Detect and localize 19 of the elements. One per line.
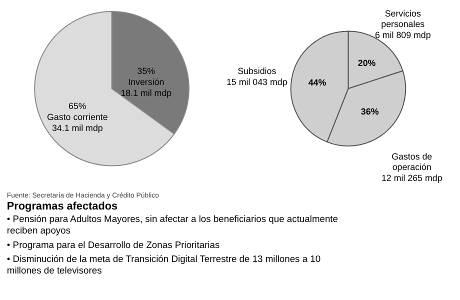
slice-label: Gastos de operación — [392, 151, 432, 172]
data-label: 35% — [137, 66, 156, 76]
slice-label: Inversión — [128, 76, 164, 87]
text: 18.1 mil mdp — [120, 88, 172, 98]
data-label: 44% — [308, 78, 326, 88]
text: 34.1 mil mdp — [52, 122, 103, 133]
slice-label: Subsidios — [238, 66, 277, 76]
slice-label: Gasto corriente — [47, 112, 108, 122]
text: 15 mil 043 mdp — [226, 77, 288, 88]
slice-label: Servicios personales — [381, 8, 426, 30]
text: • Pensión para Adultos Mayores, sin afectar a los beneficiarios que actualmente reciben apoyos — [6, 213, 338, 236]
text: • Programa para el Desarrollo de Zonas Prioritarias — [6, 238, 220, 250]
text: • Disminución de la meta de Transición Digital Terrestre de 13 millones a 10 millones de televisores — [6, 253, 321, 276]
data-label: 20% — [358, 58, 376, 68]
data-label: 36% — [360, 106, 379, 117]
text: 12 mil 265 mdp — [381, 173, 442, 184]
text: 6 mil 809 mdp — [374, 30, 431, 40]
text: Programas afectados — [6, 200, 118, 212]
data-label: 65% — [68, 101, 86, 112]
